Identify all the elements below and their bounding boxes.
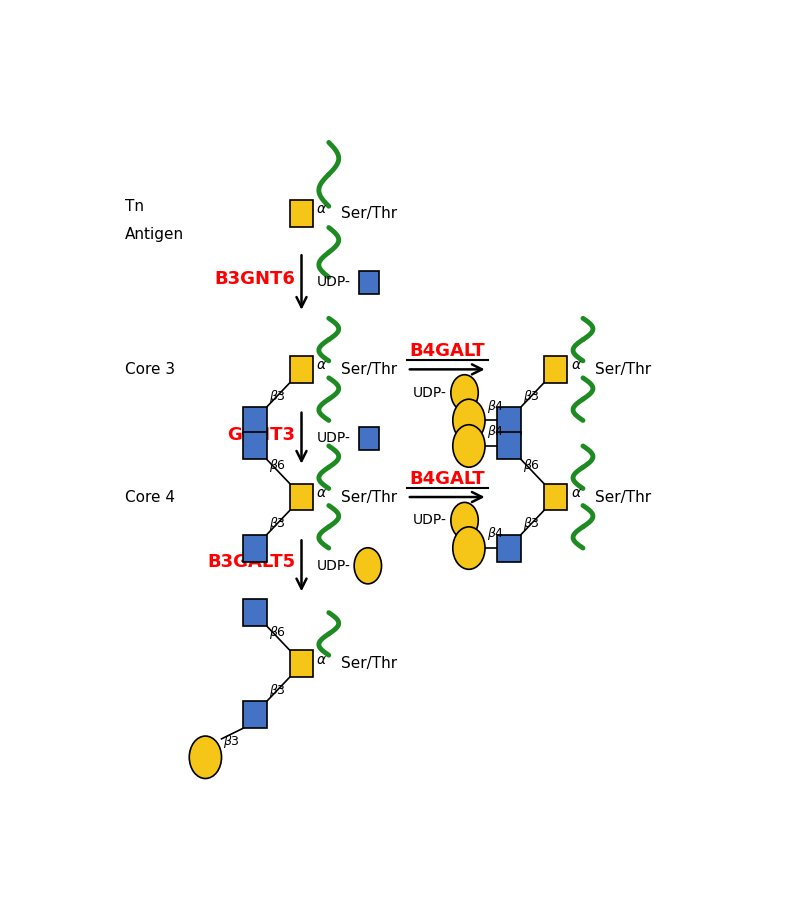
Bar — [243, 701, 266, 729]
Ellipse shape — [451, 502, 478, 539]
Bar — [359, 271, 379, 294]
Bar — [243, 534, 266, 562]
Bar — [544, 356, 567, 383]
Text: Core 3: Core 3 — [125, 362, 175, 377]
Bar — [544, 484, 567, 510]
Text: $\beta$3: $\beta$3 — [269, 516, 286, 532]
Text: $\beta$6: $\beta$6 — [269, 458, 286, 474]
Bar — [243, 600, 266, 626]
Text: UDP-: UDP- — [317, 559, 351, 573]
Text: UDP-: UDP- — [413, 513, 447, 528]
Text: $\beta$3: $\beta$3 — [269, 388, 286, 405]
Text: Ser/Thr: Ser/Thr — [341, 362, 398, 377]
Text: Core 4: Core 4 — [125, 490, 175, 505]
Ellipse shape — [453, 399, 485, 442]
Text: $\alpha$: $\alpha$ — [570, 358, 582, 372]
Text: Ser/Thr: Ser/Thr — [341, 206, 398, 221]
Text: B4GALT: B4GALT — [410, 342, 485, 360]
Text: $\alpha$: $\alpha$ — [316, 486, 327, 500]
Text: $\beta$4: $\beta$4 — [487, 525, 504, 542]
Text: B3GALT5: B3GALT5 — [207, 554, 295, 571]
Bar — [290, 200, 314, 227]
Bar — [243, 407, 266, 434]
Text: UDP-: UDP- — [317, 431, 351, 445]
Text: $\beta$3: $\beta$3 — [523, 516, 540, 532]
Text: UDP-: UDP- — [413, 386, 447, 400]
Text: Ser/Thr: Ser/Thr — [595, 362, 651, 377]
Text: Antigen: Antigen — [125, 227, 184, 242]
Text: B4GALT: B4GALT — [410, 470, 485, 487]
Ellipse shape — [451, 375, 478, 411]
Text: $\beta$4: $\beta$4 — [487, 424, 504, 440]
Ellipse shape — [453, 425, 485, 467]
Bar — [290, 356, 314, 383]
Text: $\beta$6: $\beta$6 — [523, 458, 540, 474]
Text: Ser/Thr: Ser/Thr — [595, 490, 651, 505]
Ellipse shape — [453, 527, 485, 569]
Text: $\beta$6: $\beta$6 — [269, 624, 286, 641]
Text: Ser/Thr: Ser/Thr — [341, 656, 398, 671]
Bar — [290, 650, 314, 677]
Text: Tn: Tn — [125, 199, 144, 214]
Bar — [290, 484, 314, 510]
Text: $\beta$4: $\beta$4 — [487, 398, 504, 414]
Bar — [498, 433, 521, 460]
Text: $\beta$3: $\beta$3 — [223, 733, 240, 751]
Text: $\beta$3: $\beta$3 — [523, 388, 540, 405]
Text: $\alpha$: $\alpha$ — [570, 486, 582, 500]
Text: B3GNT6: B3GNT6 — [214, 270, 295, 288]
Text: $\alpha$: $\alpha$ — [316, 653, 327, 667]
Bar — [243, 433, 266, 460]
Text: $\alpha$: $\alpha$ — [316, 203, 327, 216]
Text: UDP-: UDP- — [317, 275, 351, 289]
Ellipse shape — [190, 736, 222, 778]
Text: GCNT3: GCNT3 — [227, 426, 295, 444]
Bar — [498, 534, 521, 562]
Bar — [359, 426, 379, 449]
Bar — [498, 407, 521, 434]
Text: $\beta$3: $\beta$3 — [269, 682, 286, 699]
Ellipse shape — [354, 548, 382, 584]
Text: Ser/Thr: Ser/Thr — [341, 490, 398, 505]
Text: $\alpha$: $\alpha$ — [316, 358, 327, 372]
